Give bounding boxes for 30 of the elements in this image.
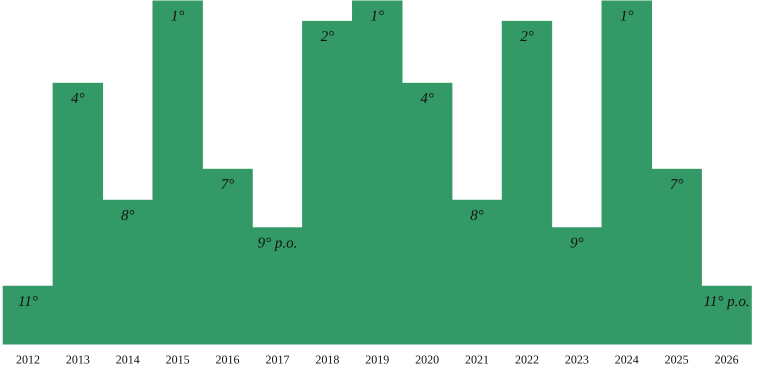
annotation: 4° (71, 91, 85, 108)
x-tick-label: 2025 (664, 352, 689, 366)
annotation: 1° (620, 8, 634, 24)
x-tick-label: 2014 (116, 352, 140, 366)
x-tick-label: 2018 (315, 352, 340, 366)
annotation: 11° (18, 294, 38, 310)
x-tick-label: 2023 (564, 352, 589, 366)
x-tick-label: 2013 (66, 352, 90, 366)
annotation: 7° (670, 177, 684, 194)
annotation: 8° (121, 208, 134, 224)
x-tick-label: 2024 (614, 352, 639, 366)
x-tick-label: 2016 (216, 352, 240, 366)
x-tick-label: 2017 (265, 352, 290, 366)
x-tick-label: 2022 (514, 352, 539, 366)
annotation: 1° (170, 8, 184, 24)
x-tick-label: 2020 (415, 352, 440, 366)
annotation: 7° (220, 177, 234, 194)
annotation: 4° (420, 91, 434, 108)
x-tick-label: 2021 (465, 352, 490, 366)
x-tick-label: 2015 (166, 352, 190, 366)
x-tick-label: 2019 (365, 352, 390, 366)
annotation: 2° (320, 29, 334, 46)
annotation: 9° p.o. (258, 236, 298, 252)
x-tick-label: 2012 (16, 352, 40, 366)
annotation: 2° (520, 29, 534, 46)
annotation: 11° p.o. (704, 294, 750, 310)
annotation: 8° (470, 208, 484, 224)
annotation: 1° (370, 8, 384, 24)
x-tick-label: 2026 (714, 352, 739, 366)
annotation: 9° (570, 236, 584, 252)
